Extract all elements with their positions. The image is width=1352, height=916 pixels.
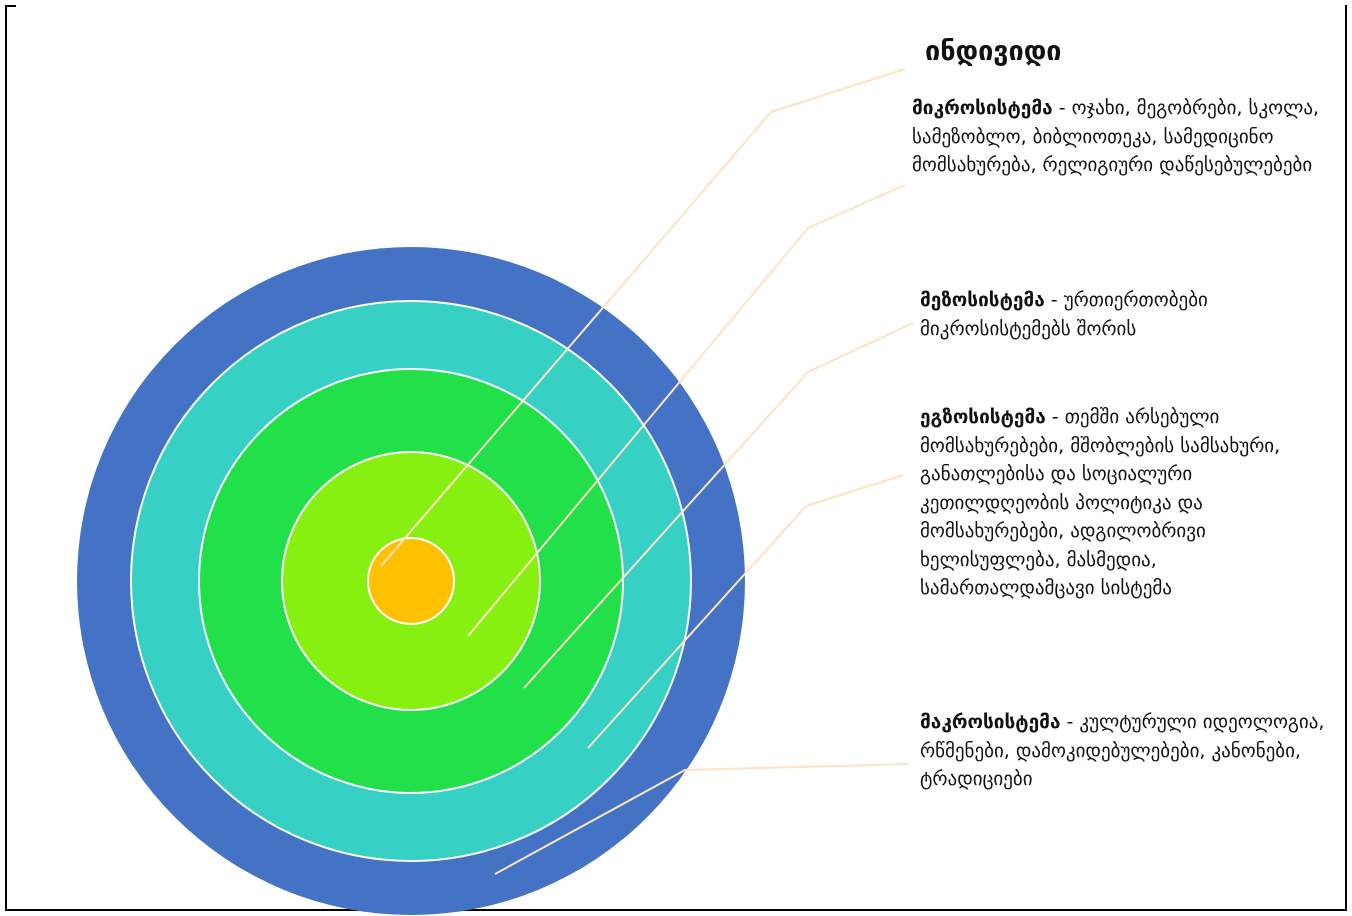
macrosystem-description: კულტურული იდეოლოგია, რწმენები, დამოკიდებ… xyxy=(920,711,1325,790)
leader-line-macrosystem xyxy=(494,763,910,875)
macrosystem-label: მაკროსისტემა - კულტურული იდეოლოგია, რწმე… xyxy=(920,708,1330,794)
exosystem-description: თემში არსებული მომსახურებები, მშობლების … xyxy=(920,406,1281,599)
microsystem-separator: - xyxy=(1052,97,1072,119)
leader-line-mesosystem xyxy=(523,322,914,689)
exosystem-label: ეგზოსისტემა - თემში არსებული მომსახურებე… xyxy=(920,403,1330,603)
mesosystem-term: მეზოსისტემა xyxy=(920,289,1045,311)
macrosystem-term: მაკროსისტემა xyxy=(920,711,1061,733)
mesosystem-label: მეზოსისტემა - ურთიერთობები მიკროსისტემებ… xyxy=(920,286,1320,343)
frame-corner xyxy=(7,5,16,16)
macrosystem-separator: - xyxy=(1060,711,1080,733)
leader-line-individual xyxy=(380,68,906,567)
leader-line-exosystem xyxy=(587,474,904,749)
leader-line-microsystem xyxy=(467,184,906,637)
individual-core xyxy=(367,537,455,625)
exosystem-term: ეგზოსისტემა xyxy=(920,406,1046,428)
mesosystem-description: ურთიერთობები მიკროსისტემებს შორის xyxy=(920,289,1208,340)
microsystem-label: მიკროსისტემა - ოჯახი, მეგობრები, სკოლა, … xyxy=(912,94,1352,180)
individual-title: ინდივიდი xyxy=(925,36,1062,67)
microsystem-term: მიკროსისტემა xyxy=(912,97,1053,119)
mesosystem-separator: - xyxy=(1044,289,1064,311)
microsystem-description: ოჯახი, მეგობრები, სკოლა, სამეზობლო, ბიბლ… xyxy=(912,97,1320,176)
exosystem-separator: - xyxy=(1045,406,1065,428)
diagram-frame xyxy=(5,5,1347,911)
